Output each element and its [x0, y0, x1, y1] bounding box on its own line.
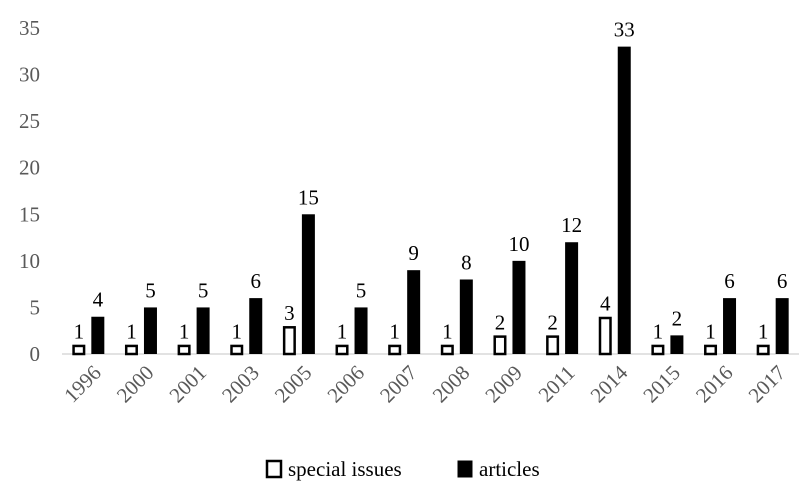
bar-special-issues-2000	[124, 344, 138, 356]
data-label-special-issues-2001: 1	[179, 320, 190, 344]
data-label-articles-2007: 9	[408, 241, 419, 265]
data-label-special-issues-2007: 1	[389, 320, 400, 344]
y-axis: 0 5 10 15 20 25 30 35	[19, 16, 40, 366]
data-label-articles-2008: 8	[461, 250, 472, 274]
bar-special-issues-2009	[493, 335, 507, 356]
data-label-articles-2003: 6	[251, 269, 262, 293]
data-label-articles-2015: 2	[672, 306, 683, 330]
y-tick-label: 20	[19, 156, 40, 180]
bar-special-issues-2008	[440, 344, 454, 356]
bar-articles-2005	[301, 214, 315, 354]
bar-articles-2007	[407, 270, 421, 354]
y-tick-label: 35	[19, 16, 40, 40]
x-tick-label-2007: 2007	[375, 361, 422, 408]
data-label-special-issues-2005: 3	[284, 301, 295, 325]
bar-articles-1996	[91, 316, 105, 354]
bar-articles-2003	[249, 298, 263, 354]
data-label-articles-2006: 5	[356, 278, 367, 302]
bar-special-issues-2016	[704, 344, 718, 356]
x-tick-label-2001: 2001	[164, 361, 211, 408]
data-label-special-issues-1996: 1	[74, 320, 85, 344]
y-tick-label: 30	[19, 63, 40, 87]
x-axis: 1996 2000 2001 2003 2005 2006 2007 2008 2009 2011…	[59, 360, 790, 407]
data-label-special-issues-2011: 2	[547, 310, 558, 334]
bar-special-issues-2017	[756, 344, 770, 356]
x-tick-label-2005: 2005	[270, 361, 317, 408]
x-tick-label-2016: 2016	[691, 361, 738, 408]
legend-label-special-issues: special issues	[288, 457, 402, 481]
legend-swatch-special-issues	[265, 459, 283, 479]
bar-articles-2009	[512, 260, 526, 354]
data-label-articles-2011: 12	[561, 213, 582, 237]
bar-articles-2001	[196, 307, 210, 354]
bar-special-issues-2014	[598, 316, 612, 356]
x-tick-label-2011: 2011	[534, 361, 580, 407]
data-label-special-issues-2003: 1	[232, 320, 243, 344]
bar-special-issues-2011	[546, 335, 560, 356]
data-label-special-issues-2017: 1	[758, 320, 769, 344]
legend: special issues articles	[265, 457, 540, 481]
bar-articles-2015	[670, 335, 684, 354]
data-label-special-issues-2006: 1	[337, 320, 348, 344]
data-label-articles-2017: 6	[777, 269, 788, 293]
legend-swatch-articles	[457, 460, 473, 478]
data-label-special-issues-2008: 1	[442, 320, 453, 344]
y-tick-label: 25	[19, 109, 40, 133]
data-label-articles-2005: 15	[298, 185, 319, 209]
x-tick-label-2003: 2003	[217, 361, 264, 408]
data-label-special-issues-2016: 1	[705, 320, 716, 344]
y-tick-label: 5	[30, 295, 41, 319]
bar-special-issues-2006	[335, 344, 349, 356]
x-tick-label-2009: 2009	[480, 361, 527, 408]
data-label-articles-2001: 5	[198, 278, 209, 302]
bar-special-issues-2003	[230, 344, 244, 356]
x-tick-label-2015: 2015	[638, 361, 685, 408]
x-tick-label-2006: 2006	[322, 361, 369, 408]
bar-articles-2006	[354, 307, 368, 354]
data-label-articles-1996: 4	[93, 288, 104, 312]
data-label-articles-2000: 5	[145, 278, 156, 302]
y-tick-label: 10	[19, 249, 40, 273]
bar-articles-2017	[775, 298, 789, 354]
data-label-articles-2014: 33	[614, 18, 635, 42]
data-label-special-issues-2009: 2	[495, 310, 506, 334]
data-label-special-issues-2014: 4	[600, 292, 611, 316]
legend-label-articles: articles	[479, 457, 540, 481]
x-tick-label-2014: 2014	[586, 360, 633, 407]
bar-special-issues-2005	[282, 326, 296, 356]
x-tick-label-2008: 2008	[428, 361, 475, 408]
data-label-articles-2009: 10	[508, 232, 529, 256]
bar-special-issues-2001	[177, 344, 191, 356]
bar-articles-2014	[617, 46, 631, 354]
data-label-special-issues-2000: 1	[126, 320, 137, 344]
y-tick-label: 15	[19, 202, 40, 226]
bar-special-issues-2015	[651, 344, 665, 356]
x-tick-label-2017: 2017	[744, 361, 791, 408]
x-tick-label-2000: 2000	[112, 361, 159, 408]
bar-articles-2011	[565, 242, 579, 354]
y-tick-label: 0	[30, 342, 41, 366]
bar-articles-2000	[143, 307, 157, 354]
x-tick-label-1996: 1996	[59, 361, 106, 408]
data-label-special-issues-2015: 1	[653, 320, 664, 344]
data-label-articles-2016: 6	[724, 269, 735, 293]
bar-special-issues-1996	[72, 344, 86, 356]
bar-special-issues-2007	[388, 344, 402, 356]
bar-articles-2016	[723, 298, 737, 354]
bar-articles-2008	[459, 279, 473, 354]
